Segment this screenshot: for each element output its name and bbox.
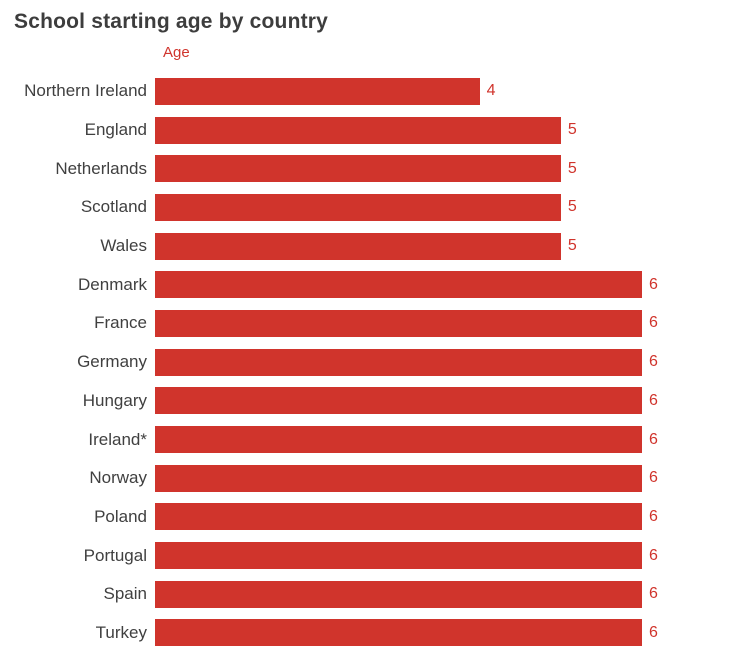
value-label: 5 bbox=[567, 121, 577, 139]
bar-row: Wales 5 bbox=[0, 227, 754, 266]
bar bbox=[155, 309, 642, 337]
bar-row: Portugal 6 bbox=[0, 536, 754, 575]
category-label: Denmark bbox=[78, 274, 147, 294]
bar bbox=[155, 155, 561, 183]
value-label: 5 bbox=[567, 159, 577, 177]
category-label: Ireland* bbox=[88, 429, 147, 449]
bar-row: Poland 6 bbox=[0, 498, 754, 537]
category-label: Hungary bbox=[82, 390, 147, 410]
bar-row: Scotland 5 bbox=[0, 188, 754, 227]
bar bbox=[155, 426, 642, 454]
bar-row: Northern Ireland 4 bbox=[0, 72, 754, 111]
bar-row: Netherlands 5 bbox=[0, 149, 754, 188]
category-label: Spain bbox=[103, 584, 147, 604]
category-label: Scotland bbox=[80, 197, 147, 217]
bar bbox=[155, 77, 480, 105]
value-label: 6 bbox=[649, 546, 658, 564]
bar bbox=[155, 387, 642, 415]
bar-row: France 6 bbox=[0, 304, 754, 343]
value-label: 6 bbox=[649, 585, 658, 603]
bar bbox=[155, 271, 642, 299]
bar-row: Denmark 6 bbox=[0, 265, 754, 304]
bar-row: England 5 bbox=[0, 111, 754, 150]
chart-title: School starting age by country bbox=[14, 10, 329, 33]
value-label: 6 bbox=[649, 623, 658, 641]
value-label: 6 bbox=[649, 507, 658, 525]
category-label: Poland bbox=[94, 506, 147, 526]
category-label: England bbox=[84, 120, 147, 140]
age-axis-label: Age bbox=[163, 44, 190, 61]
category-label: Wales bbox=[100, 236, 147, 256]
bar-row: Turkey 6 bbox=[0, 614, 754, 653]
value-label: 6 bbox=[649, 314, 658, 332]
value-label: 6 bbox=[649, 469, 658, 487]
category-label: Turkey bbox=[95, 622, 147, 642]
bar-row: Hungary 6 bbox=[0, 382, 754, 421]
bar bbox=[155, 116, 561, 144]
bar bbox=[155, 619, 642, 647]
bar-row: Norway 6 bbox=[0, 459, 754, 498]
value-label: 5 bbox=[567, 198, 577, 216]
category-label: Netherlands bbox=[55, 158, 147, 178]
bar bbox=[155, 232, 561, 260]
category-label: Northern Ireland bbox=[24, 81, 147, 101]
category-label: Portugal bbox=[83, 545, 147, 565]
bar bbox=[155, 348, 642, 376]
chart-rows: Northern Ireland 4 England 5 Netherlands 5 Sco… bbox=[0, 72, 754, 652]
value-label: 6 bbox=[649, 353, 658, 371]
bar bbox=[155, 503, 642, 531]
value-label: 5 bbox=[567, 237, 577, 255]
bar bbox=[155, 193, 561, 221]
bar bbox=[155, 580, 642, 608]
bar bbox=[155, 464, 642, 492]
bar-row: Germany 6 bbox=[0, 343, 754, 382]
value-label: 6 bbox=[649, 430, 658, 448]
category-label: France bbox=[94, 313, 147, 333]
category-label: Norway bbox=[89, 468, 147, 488]
bar-row: Ireland* 6 bbox=[0, 420, 754, 459]
value-label: 6 bbox=[649, 275, 658, 293]
value-label: 4 bbox=[486, 82, 496, 100]
value-label: 6 bbox=[649, 391, 658, 409]
bar bbox=[155, 542, 642, 570]
category-label: Germany bbox=[77, 352, 147, 372]
bar-row: Spain 6 bbox=[0, 575, 754, 614]
